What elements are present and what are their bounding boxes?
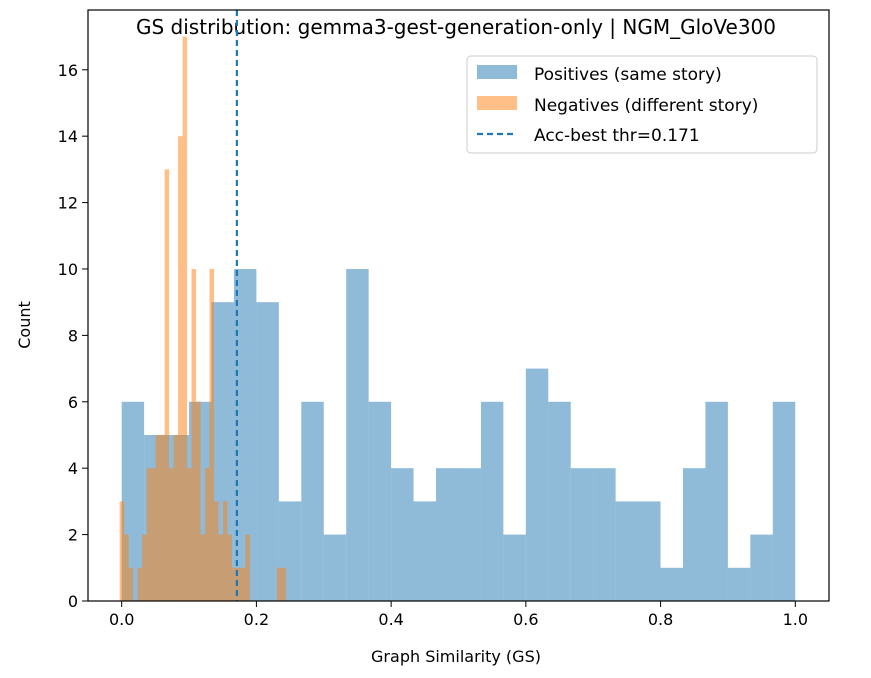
x-tick-label: 0.6: [513, 610, 538, 629]
negative-bar: [160, 434, 165, 601]
positive-bar: [570, 468, 594, 601]
y-axis-label: Count: [15, 301, 34, 349]
positive-bar: [615, 501, 639, 601]
positive-bar: [548, 401, 571, 601]
negative-bar: [164, 169, 170, 601]
x-tick-label: 0.4: [378, 610, 403, 629]
negative-bar: [214, 501, 219, 601]
positive-bar: [413, 501, 437, 601]
positive-bar: [682, 468, 706, 601]
positive-bar: [233, 268, 257, 601]
positive-bar: [323, 534, 347, 601]
positive-bar: [727, 567, 751, 601]
positive-bar: [593, 468, 616, 601]
x-tick-label: 0.0: [109, 610, 134, 629]
positive-bar: [368, 401, 392, 601]
negative-bar: [178, 136, 183, 602]
positive-bar: [750, 534, 773, 601]
negative-bar: [231, 567, 237, 601]
positive-bar: [256, 302, 279, 601]
positive-bar: [525, 368, 549, 601]
positive-bar: [638, 501, 661, 601]
negative-bar: [223, 501, 228, 601]
positive-bar: [705, 401, 728, 601]
negative-bar: [151, 468, 156, 601]
negative-bar: [196, 401, 201, 601]
x-tick-label: 1.0: [783, 610, 808, 629]
positive-bar: [391, 468, 414, 601]
negative-bar: [182, 36, 188, 602]
negative-bar: [281, 567, 286, 601]
legend-box: [466, 55, 818, 154]
y-tick-label: 12: [58, 194, 78, 213]
negative-bar: [128, 567, 134, 601]
positive-bar: [772, 401, 796, 601]
negative-bar: [142, 534, 147, 601]
negative-bar: [276, 567, 282, 601]
negative-bar: [200, 534, 206, 601]
legend-swatch-negatives: [477, 96, 517, 110]
negative-bar: [169, 468, 174, 601]
x-axis: 0.0 0.2 0.4 0.6 0.8 1.0: [109, 601, 808, 629]
positive-bar: [436, 468, 459, 601]
y-tick-label: 16: [58, 61, 78, 80]
positive-bar: [458, 468, 481, 601]
negative-bar: [236, 567, 241, 601]
positive-bar: [503, 534, 526, 601]
y-tick-label: 10: [58, 260, 78, 279]
legend-label-threshold: Acc-best thr=0.171: [534, 126, 700, 146]
negative-bar: [218, 534, 224, 601]
x-tick-label: 0.2: [244, 610, 269, 629]
negative-bar: [205, 468, 210, 601]
negative-bar: [137, 567, 143, 601]
plot-frame: [87, 9, 830, 602]
negative-bar: [245, 534, 250, 601]
y-tick-label: 14: [58, 127, 78, 146]
y-axis: 0 2 4 6 8 10 12 14 16: [58, 61, 88, 611]
positive-bar: [480, 401, 504, 601]
negative-bar: [240, 567, 246, 601]
x-axis-label: Graph Similarity (GS): [371, 647, 541, 666]
negative-bar: [191, 268, 197, 601]
x-tick-label: 0.8: [648, 610, 673, 629]
y-tick-label: 8: [68, 326, 78, 345]
y-tick-label: 2: [68, 526, 78, 545]
plot-area: [119, 36, 796, 602]
negative-bar: [209, 268, 215, 601]
negative-bar: [146, 468, 152, 601]
negative-bar: [227, 534, 232, 601]
negative-bar: [155, 434, 161, 601]
positive-bar: [346, 268, 369, 601]
y-tick-label: 6: [68, 393, 78, 412]
positive-bar: [301, 401, 324, 601]
legend-label-negatives: Negatives (different story): [534, 96, 758, 116]
negative-bar: [124, 534, 129, 601]
legend-swatch-positives: [477, 65, 517, 79]
legend-label-positives: Positives (same story): [534, 65, 722, 85]
negative-bar: [173, 434, 179, 601]
negative-bar: [119, 501, 125, 601]
chart-title: GS distribution: gemma3-gest-generation-…: [136, 15, 776, 39]
positive-bar: [660, 567, 683, 601]
y-tick-label: 4: [68, 459, 78, 478]
legend: Positives (same story) Negatives (differ…: [466, 55, 818, 154]
y-tick-label: 0: [68, 592, 78, 611]
negative-bar: [187, 468, 192, 601]
